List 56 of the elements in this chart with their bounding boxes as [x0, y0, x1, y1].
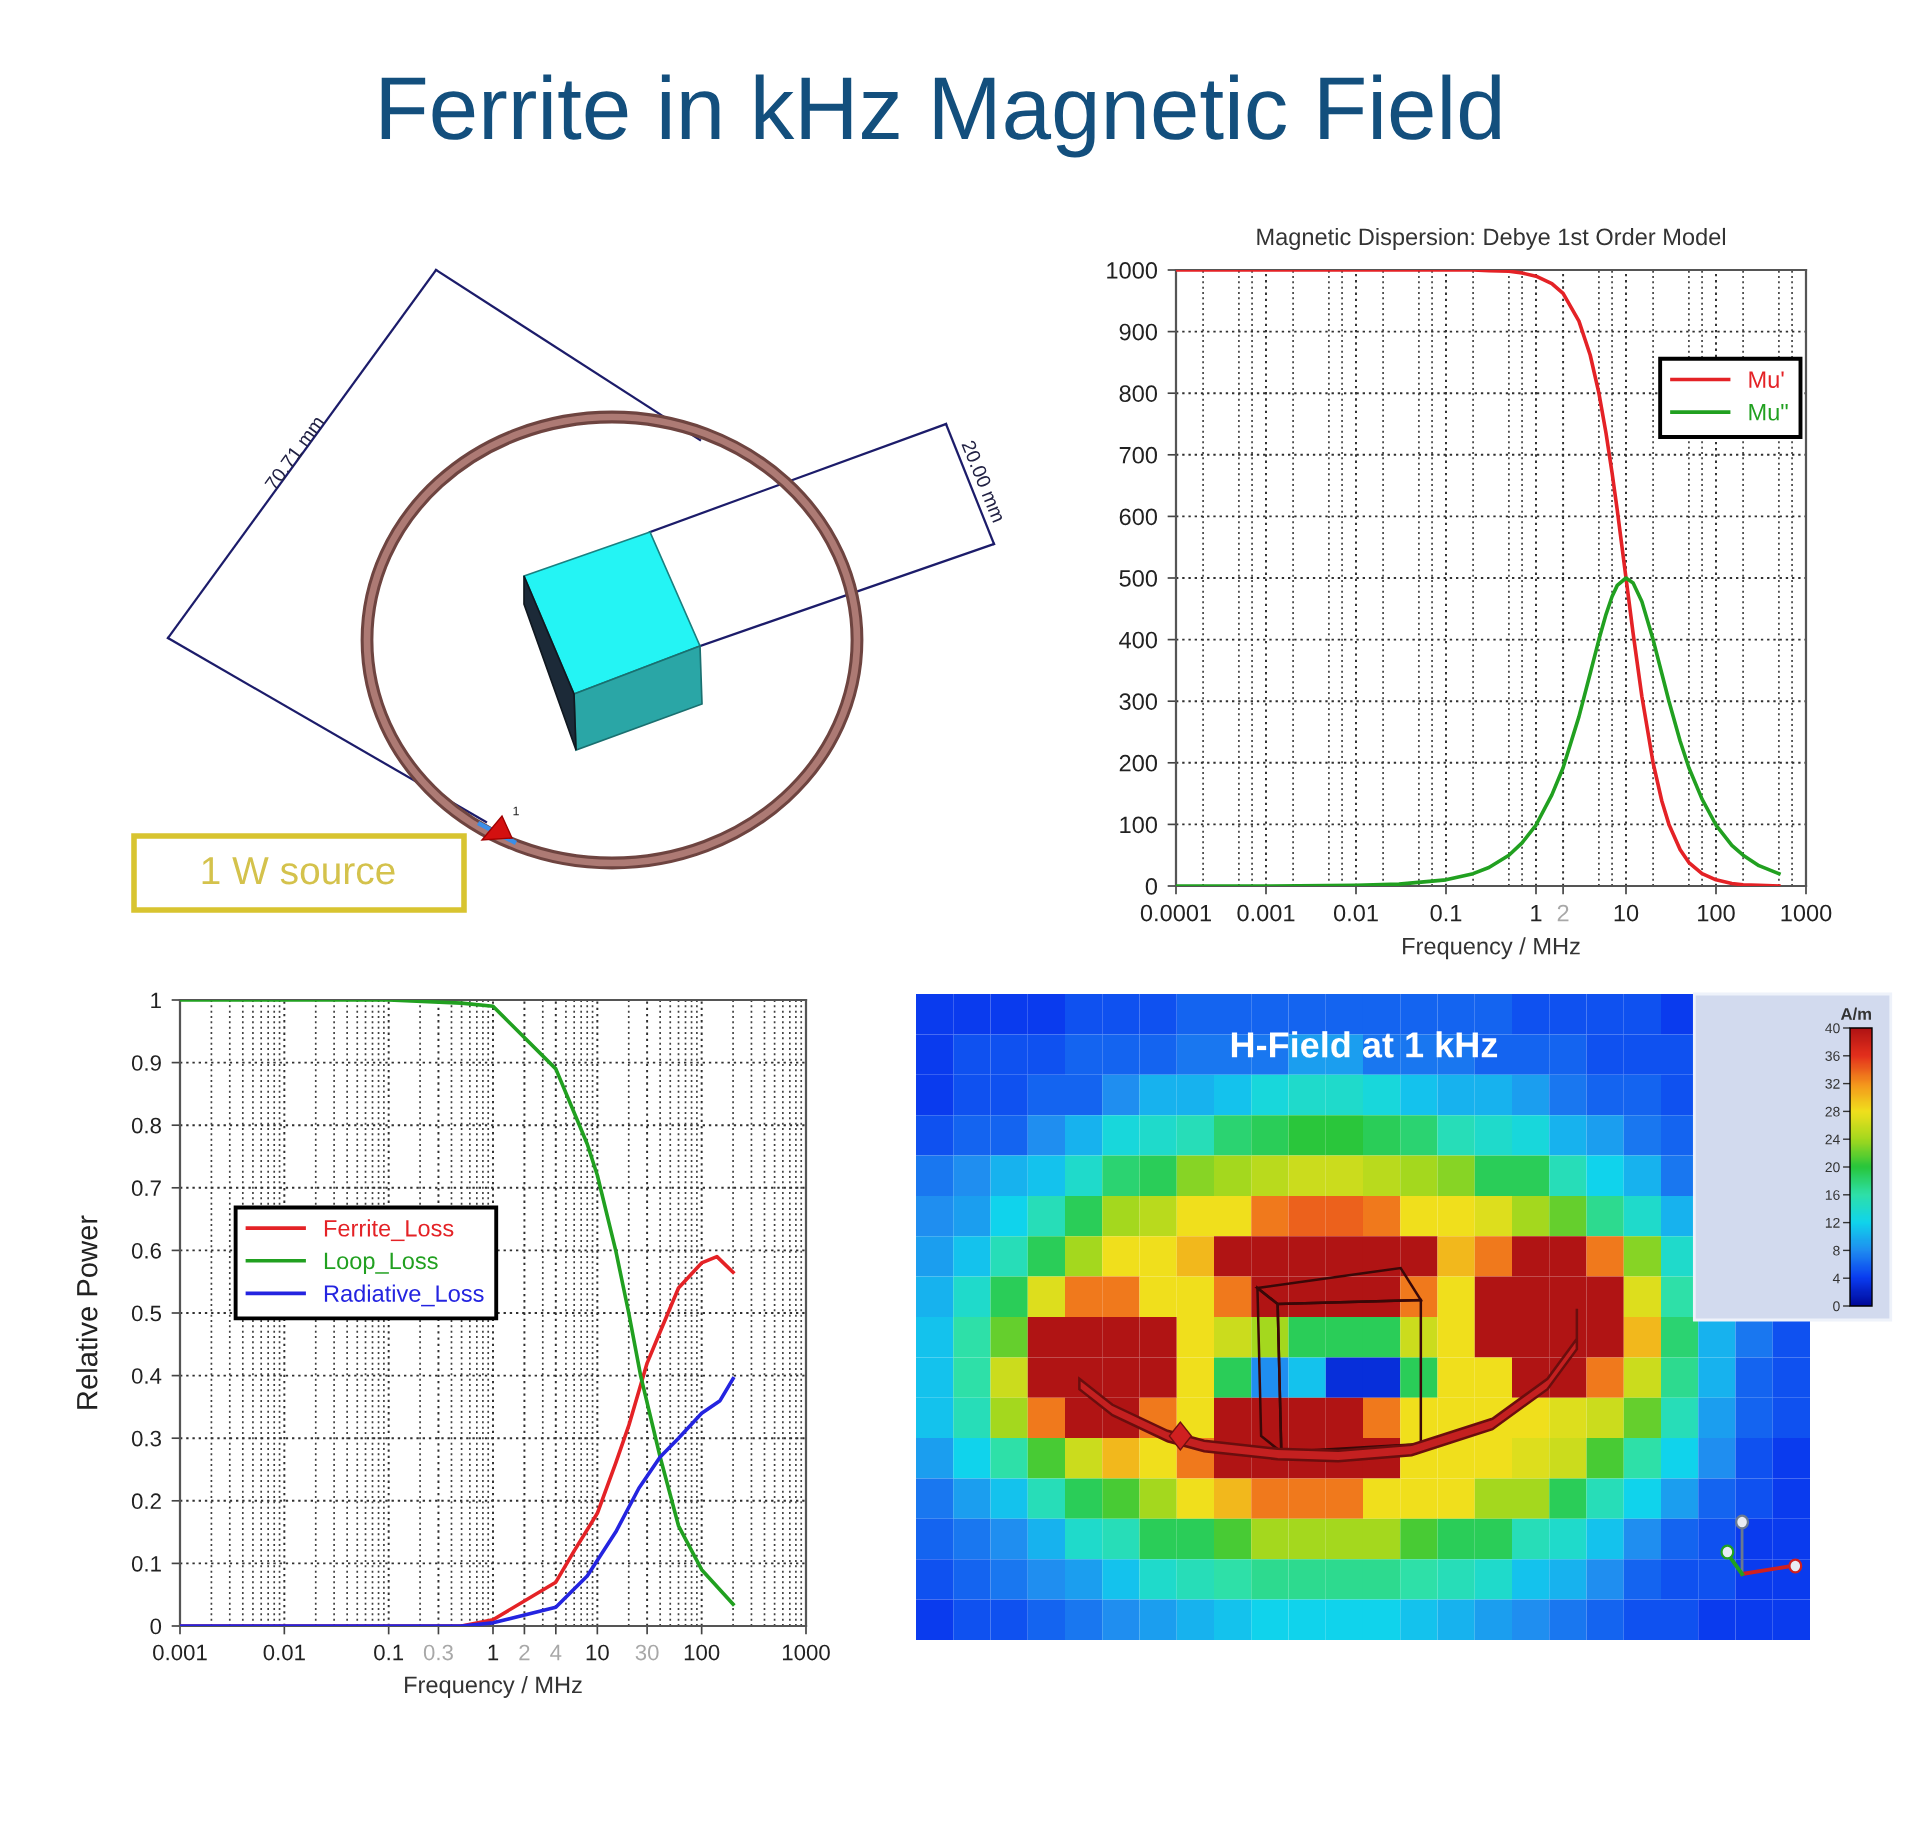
y-tick-label: 700	[1119, 446, 1158, 464]
x-tick-label: 10	[1614, 904, 1639, 922]
y-tick-label: 400	[1119, 631, 1158, 649]
legend-label: Ferrite_Loss	[324, 1219, 454, 1242]
text: H-Field at 1 kHz	[1231, 1031, 1498, 1058]
legend-label: Radiative_Loss	[324, 1284, 484, 1307]
color-bar-title: A/m	[1840, 1007, 1871, 1020]
x-tick-label: 100	[1698, 904, 1735, 922]
x-tick-label: 0.001	[1237, 904, 1295, 922]
text: Ferrite in kHz Magnetic Field	[381, 74, 1500, 158]
y-tick-label: 1000	[1107, 262, 1158, 279]
y-tick-label: 0.8	[131, 1117, 161, 1134]
x-axis-title: Frequency / MHz	[405, 1675, 582, 1698]
x-tick-label: 4	[550, 1644, 562, 1661]
text: 20.00 mm	[961, 439, 1006, 523]
y-tick-label: 1	[151, 992, 161, 1009]
y-tick-label: 800	[1119, 385, 1158, 402]
y-tick-label: 200	[1119, 754, 1158, 772]
y-tick-label: 0.7	[131, 1180, 161, 1197]
legend-label: Mu'	[1749, 371, 1784, 388]
x-tick-label: 30	[635, 1644, 659, 1661]
x-tick-label: 1000	[1781, 904, 1832, 922]
x-tick-label: 0.0001	[1140, 904, 1211, 922]
y-tick-label: 600	[1119, 508, 1158, 526]
legend-label: Mu"	[1749, 404, 1788, 421]
y-axis-title: Relative Power	[76, 1215, 98, 1409]
chart-title: Magnetic Dispersion: Debye 1st Order Model	[1257, 227, 1725, 250]
x-tick-label: 2	[519, 1644, 530, 1661]
y-tick-label: 0.9	[131, 1055, 161, 1071]
x-axis-title: Frequency / MHz	[1403, 937, 1580, 960]
x-tick-label: 0.01	[263, 1644, 305, 1661]
y-tick-label: 0.2	[131, 1493, 161, 1510]
y-tick-label: 100	[1120, 816, 1158, 834]
y-tick-label: 500	[1119, 570, 1158, 587]
y-tick-label: 0.5	[131, 1305, 162, 1322]
y-tick-label: 900	[1119, 323, 1158, 341]
x-tick-label: 0.1	[1430, 904, 1462, 922]
x-tick-label: 1000	[782, 1644, 830, 1661]
x-tick-label: 0.1	[374, 1644, 404, 1661]
x-tick-label: 0.001	[153, 1644, 207, 1661]
legend-label: Loop_Loss	[324, 1252, 438, 1274]
x-tick-label: 0.01	[1333, 904, 1378, 922]
x-tick-label: 100	[684, 1644, 720, 1661]
x-tick-label: 0.3	[423, 1644, 453, 1661]
x-tick-label: 10	[586, 1644, 609, 1661]
y-tick-label: 300	[1119, 693, 1158, 710]
x-tick-label: 2	[1557, 904, 1569, 922]
x-tick-label: 1	[488, 1644, 499, 1661]
y-tick-label: 0.4	[131, 1368, 162, 1384]
y-tick-label: 0.1	[131, 1555, 161, 1572]
y-tick-label: 0	[1145, 878, 1158, 895]
y-tick-label: 0.3	[131, 1430, 161, 1447]
text: 1 W source	[202, 857, 395, 885]
x-tick-label: 1	[1531, 904, 1542, 922]
y-tick-label: 0	[150, 1618, 162, 1635]
y-tick-label: 0.6	[131, 1242, 161, 1259]
